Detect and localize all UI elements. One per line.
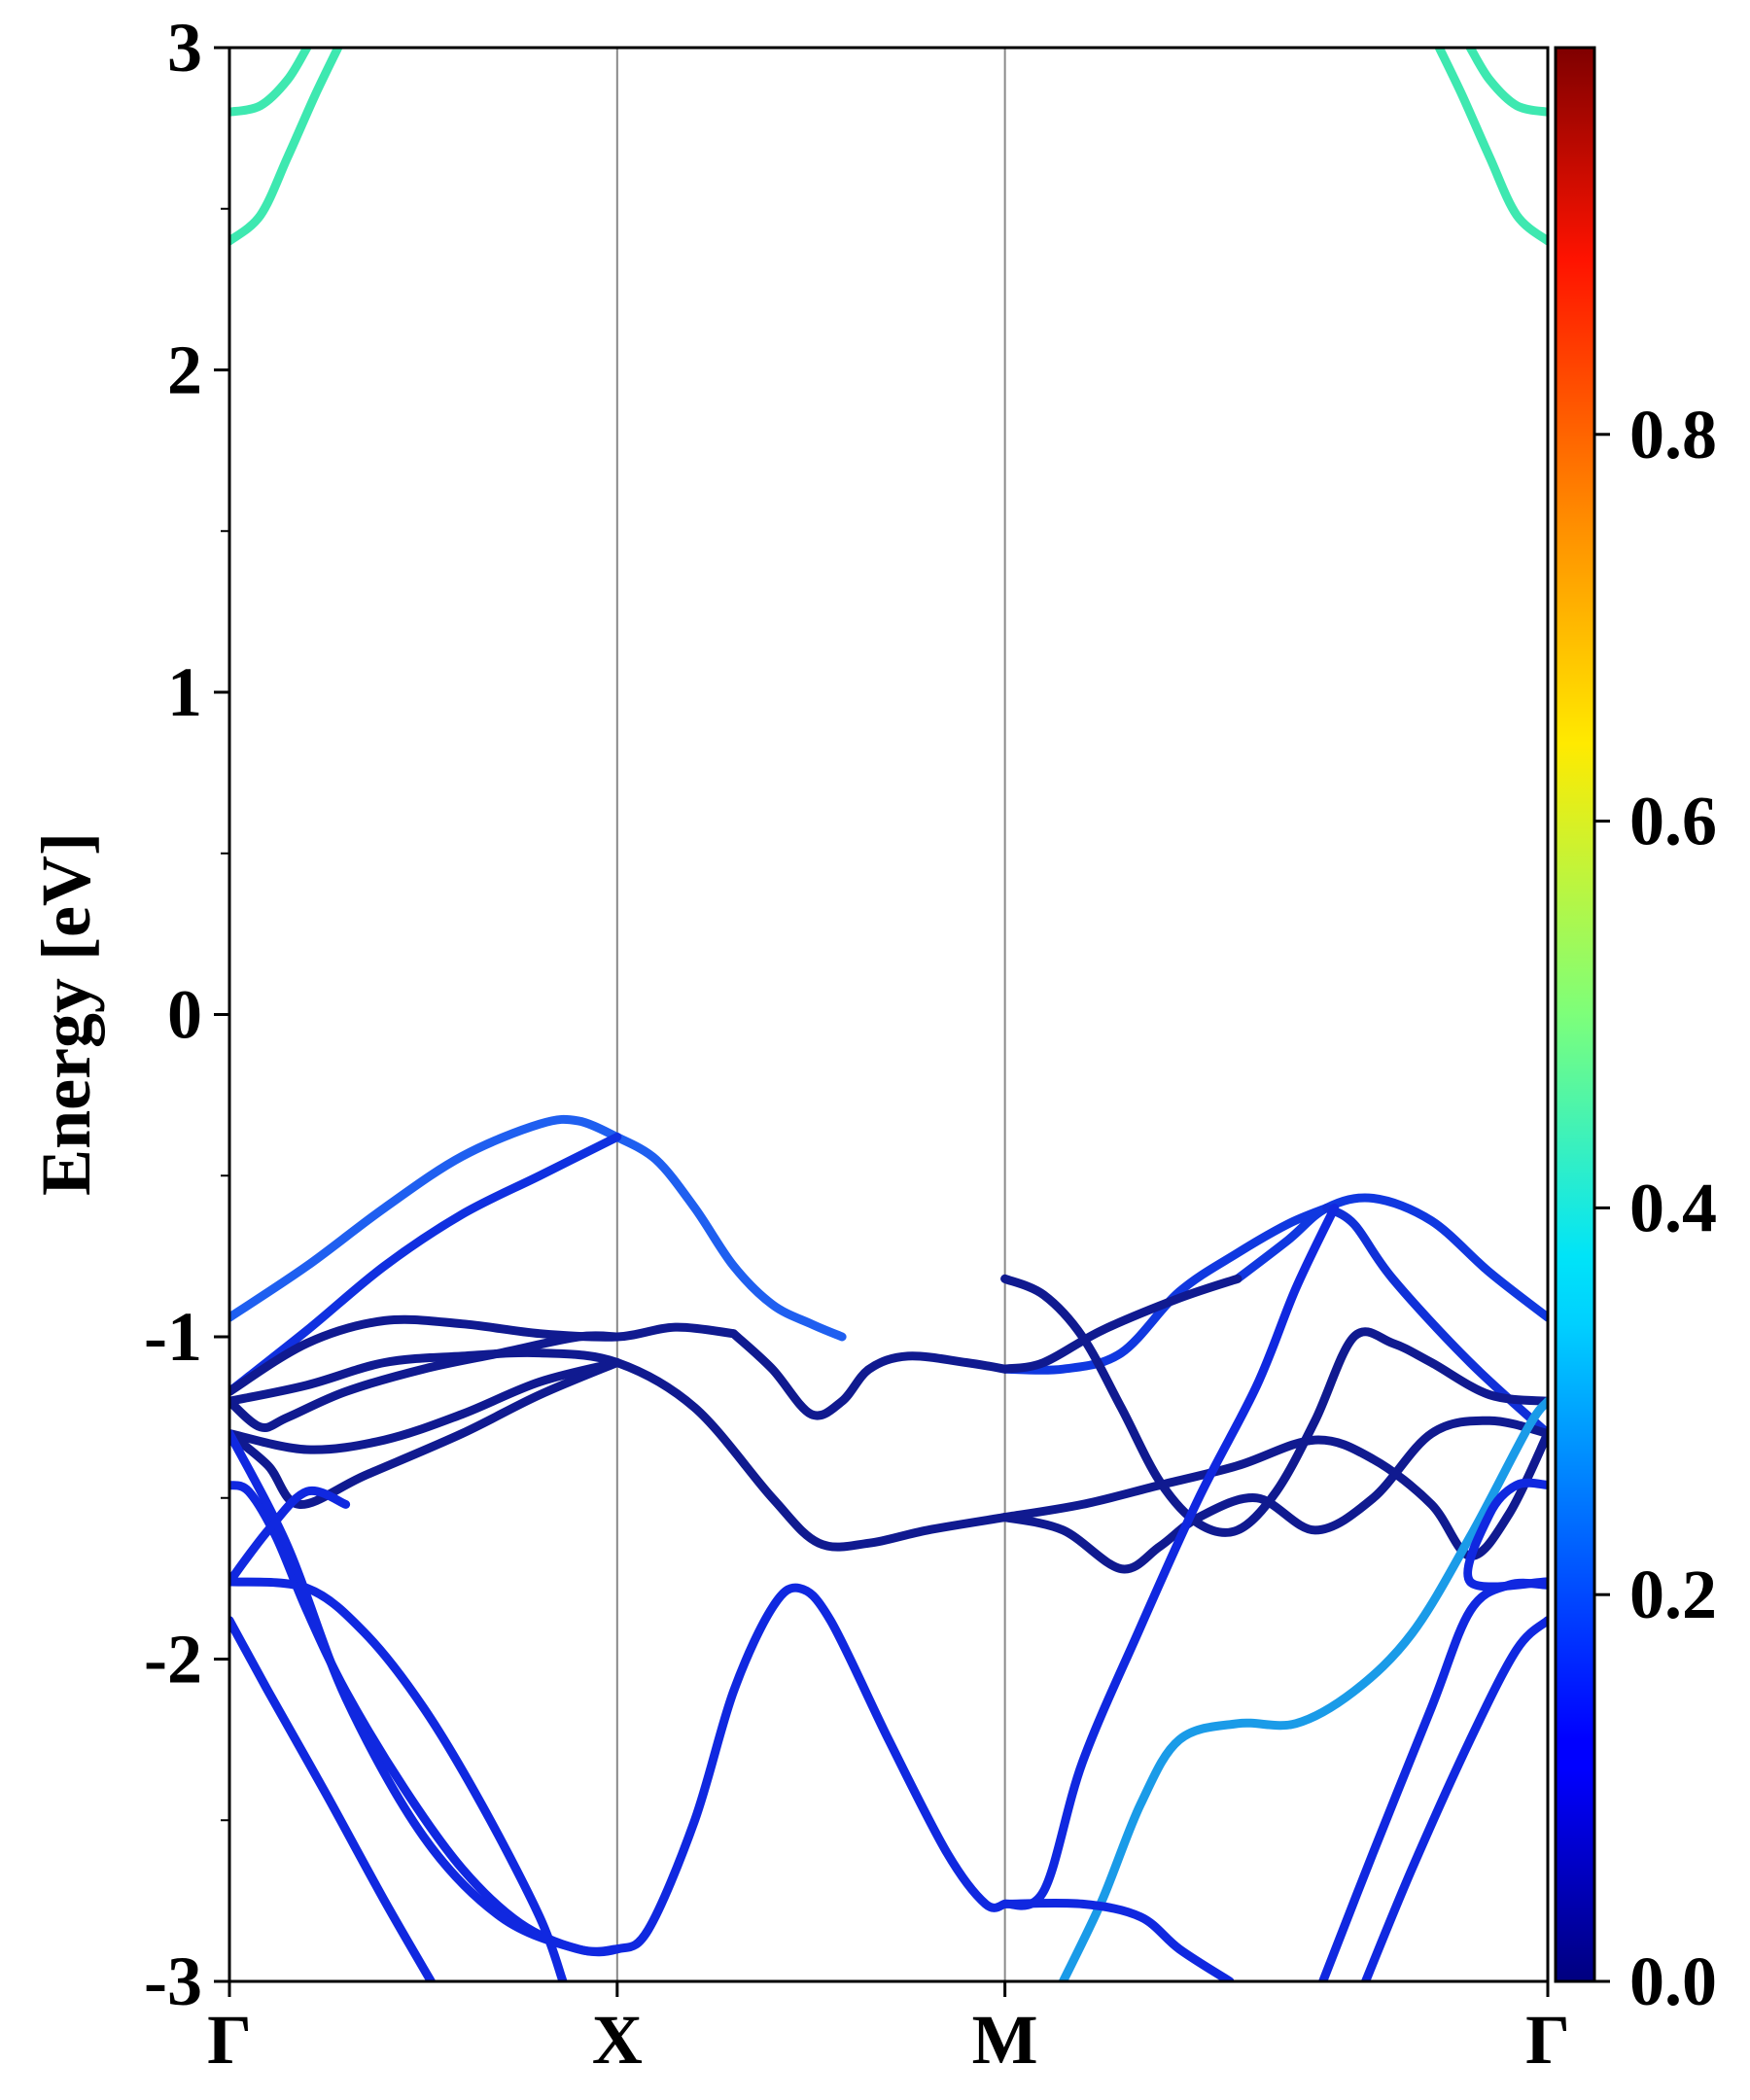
band-line-27 — [1463, 1478, 1548, 1592]
band-line-30 — [1434, 48, 1548, 246]
band-line-18 — [229, 1486, 351, 1587]
band-line-10 — [229, 1348, 1010, 1552]
band-line-26 — [1361, 1616, 1548, 1981]
band-line-9 — [1000, 1274, 1242, 1374]
band-line-22 — [1000, 1203, 1340, 1910]
colorbar — [1554, 46, 1596, 1983]
band-line-8 — [729, 1329, 1010, 1420]
band-line-28 — [229, 48, 343, 246]
y-tick-label: -2 — [144, 1621, 202, 1698]
band-line-4 — [1233, 1193, 1548, 1322]
band-line-29 — [229, 48, 312, 117]
y-tick-label: 1 — [167, 653, 202, 731]
y-tick-label: -1 — [144, 1298, 202, 1376]
band-line-7 — [229, 1314, 738, 1396]
kpoint-lines — [615, 48, 1006, 1981]
band-line-5 — [1000, 1203, 1332, 1375]
band-line-1 — [229, 1114, 622, 1322]
band-line-31 — [1465, 48, 1548, 117]
band-line-3 — [229, 1133, 622, 1396]
colorbar-tick-label: 0.0 — [1629, 1942, 1717, 2020]
band-line-12 — [229, 1331, 622, 1432]
band-line-11 — [229, 1358, 622, 1454]
plot-area — [229, 48, 1548, 1981]
x-tick-label: Γ — [207, 2001, 252, 2079]
band-line-20 — [229, 1616, 436, 1981]
band-line-2 — [612, 1133, 847, 1342]
colorbar-tick-label: 0.8 — [1629, 396, 1717, 473]
colorbar-tick-label: 0.2 — [1629, 1556, 1717, 1633]
y-axis-title: Energy [eV] — [27, 832, 105, 1196]
colorbar-tick-label: 0.4 — [1629, 1169, 1717, 1246]
y-tick-label: 3 — [167, 9, 202, 87]
x-tick-label: M — [972, 2001, 1038, 2079]
band-line-16 — [1000, 1429, 1548, 1560]
y-axis-ticks: -3 -2 -1 0 1 2 3 — [144, 9, 229, 2020]
colorbar-ticks: 0.0 0.2 0.4 0.6 0.8 — [1594, 396, 1717, 2020]
band-line-14 — [1000, 1274, 1548, 1537]
y-tick-label: -3 — [144, 1942, 202, 2020]
band-line-23 — [1059, 1396, 1548, 1981]
band-line-24 — [1000, 1898, 1235, 1981]
band-line-21 — [229, 1429, 622, 1956]
colorbar-tick-label: 0.6 — [1629, 783, 1717, 860]
x-tick-label: X — [592, 2001, 643, 2079]
y-tick-label: 0 — [167, 976, 202, 1054]
band-line-15 — [1000, 1416, 1548, 1574]
band-line-13 — [229, 1358, 622, 1509]
band-lines — [229, 48, 1548, 1981]
y-tick-label: 2 — [167, 332, 202, 409]
x-tick-label: Γ — [1525, 2001, 1570, 2079]
